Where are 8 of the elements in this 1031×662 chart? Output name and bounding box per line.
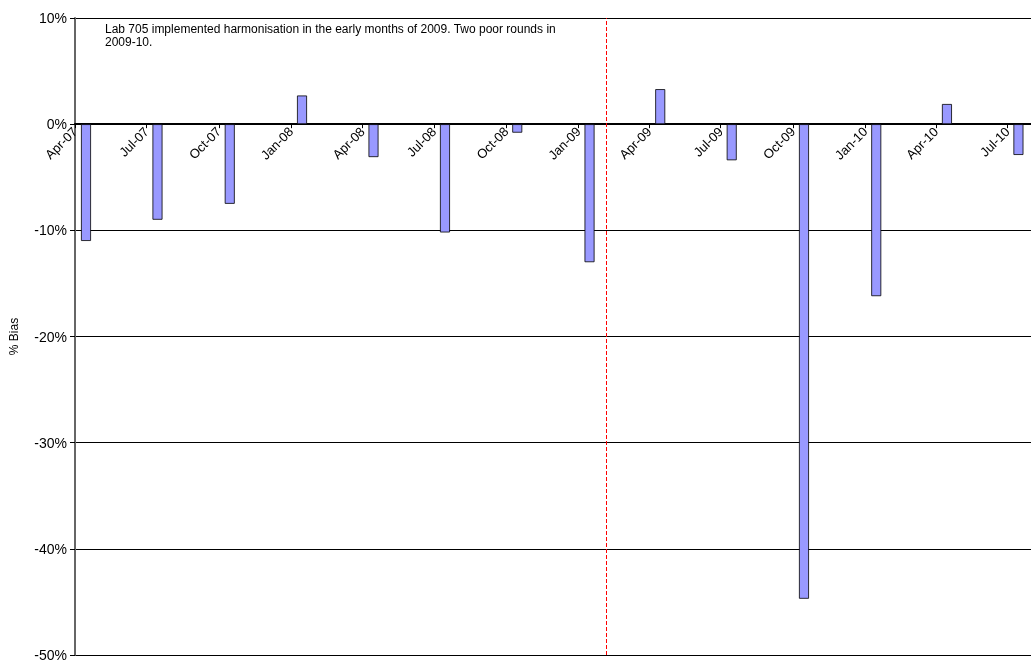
y-tick-label: -30% (34, 434, 67, 451)
y-tick-label: -50% (34, 647, 67, 662)
y-tick-label: -10% (34, 222, 67, 239)
y-tick-label: -20% (34, 328, 67, 345)
y-tick-label: 10% (38, 10, 67, 26)
y-tick-label: -40% (34, 540, 67, 557)
annotation: Lab 705 implemented harmonisation in the early months of 2009. Two poor rounds in 2009-10. (105, 21, 560, 49)
y-axis-title: % Bias (7, 317, 21, 356)
